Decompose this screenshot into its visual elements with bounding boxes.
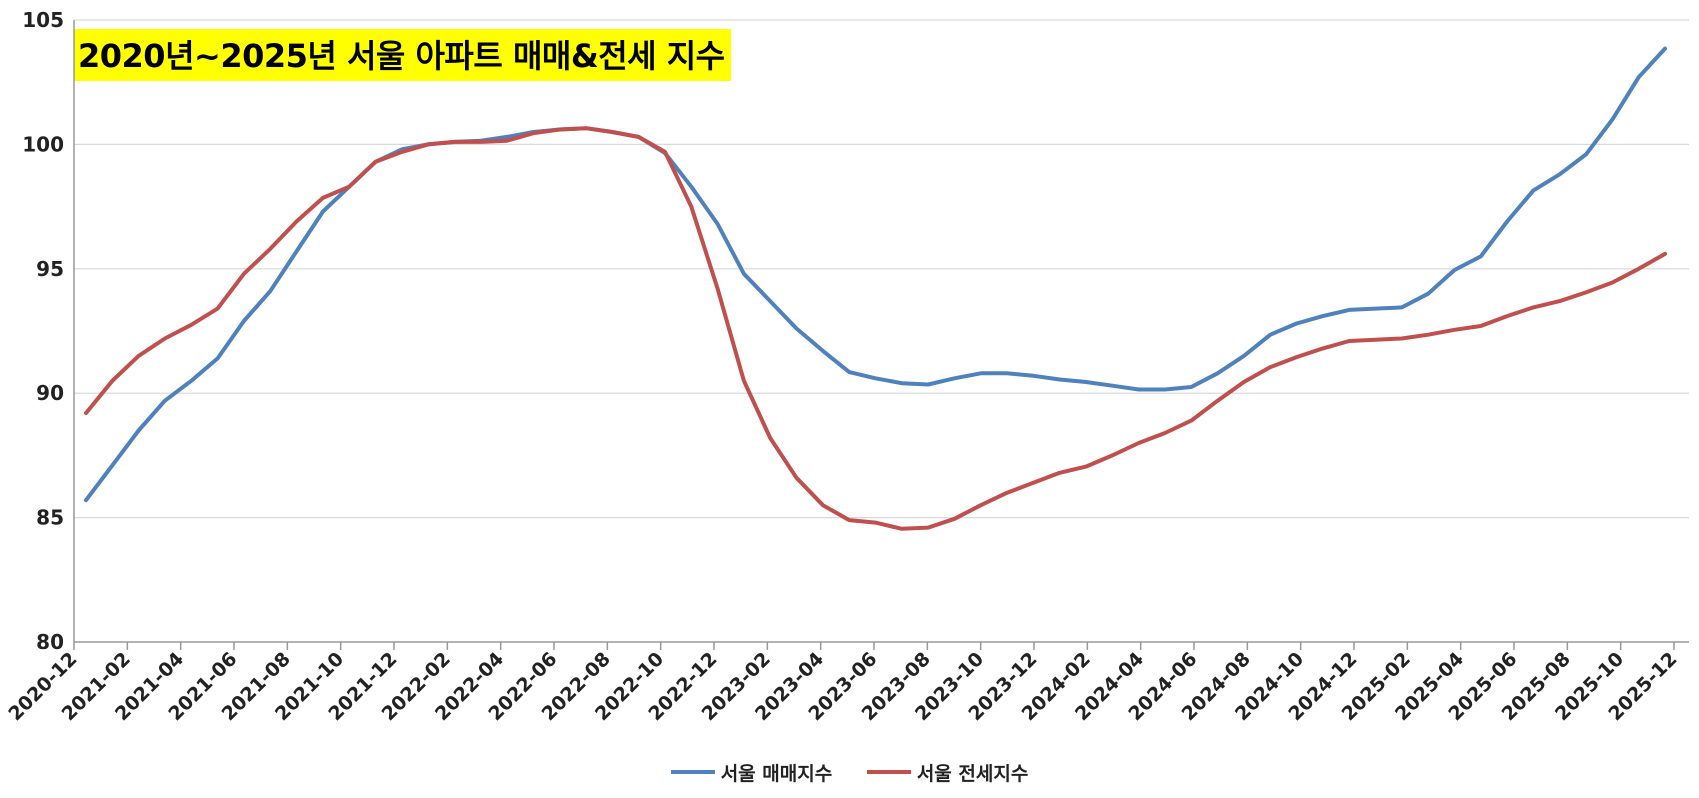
y-tick-label: 95 xyxy=(36,257,64,281)
legend: 서울 매매지수 서울 전세지수 xyxy=(0,757,1699,786)
x-axis-ticks: 2020-122021-022021-042021-062021-082021-… xyxy=(4,642,1682,725)
y-tick-label: 80 xyxy=(36,630,64,654)
y-tick-label: 100 xyxy=(22,132,64,156)
y-axis-ticks: 80 85 90 95 100 105 xyxy=(22,8,64,654)
legend-label-jeonse: 서울 전세지수 xyxy=(916,762,1029,785)
axes xyxy=(73,20,1689,643)
y-tick-label: 105 xyxy=(22,8,64,32)
legend-item-jeonse: 서울 전세지수 xyxy=(866,759,1029,786)
legend-swatch-sale xyxy=(670,770,715,774)
gridlines xyxy=(74,19,1689,519)
series-line-0 xyxy=(84,46,1667,503)
y-tick-label: 90 xyxy=(36,381,64,405)
y-tick-label: 85 xyxy=(36,506,64,530)
series-line-1 xyxy=(84,126,1667,531)
chart-title: 2020년~2025년 서울 아파트 매매&전세 지수 xyxy=(74,29,731,81)
legend-swatch-jeonse xyxy=(866,770,911,774)
legend-label-sale: 서울 매매지수 xyxy=(720,762,833,785)
series-lines xyxy=(84,46,1667,531)
legend-item-sale: 서울 매매지수 xyxy=(670,759,833,786)
